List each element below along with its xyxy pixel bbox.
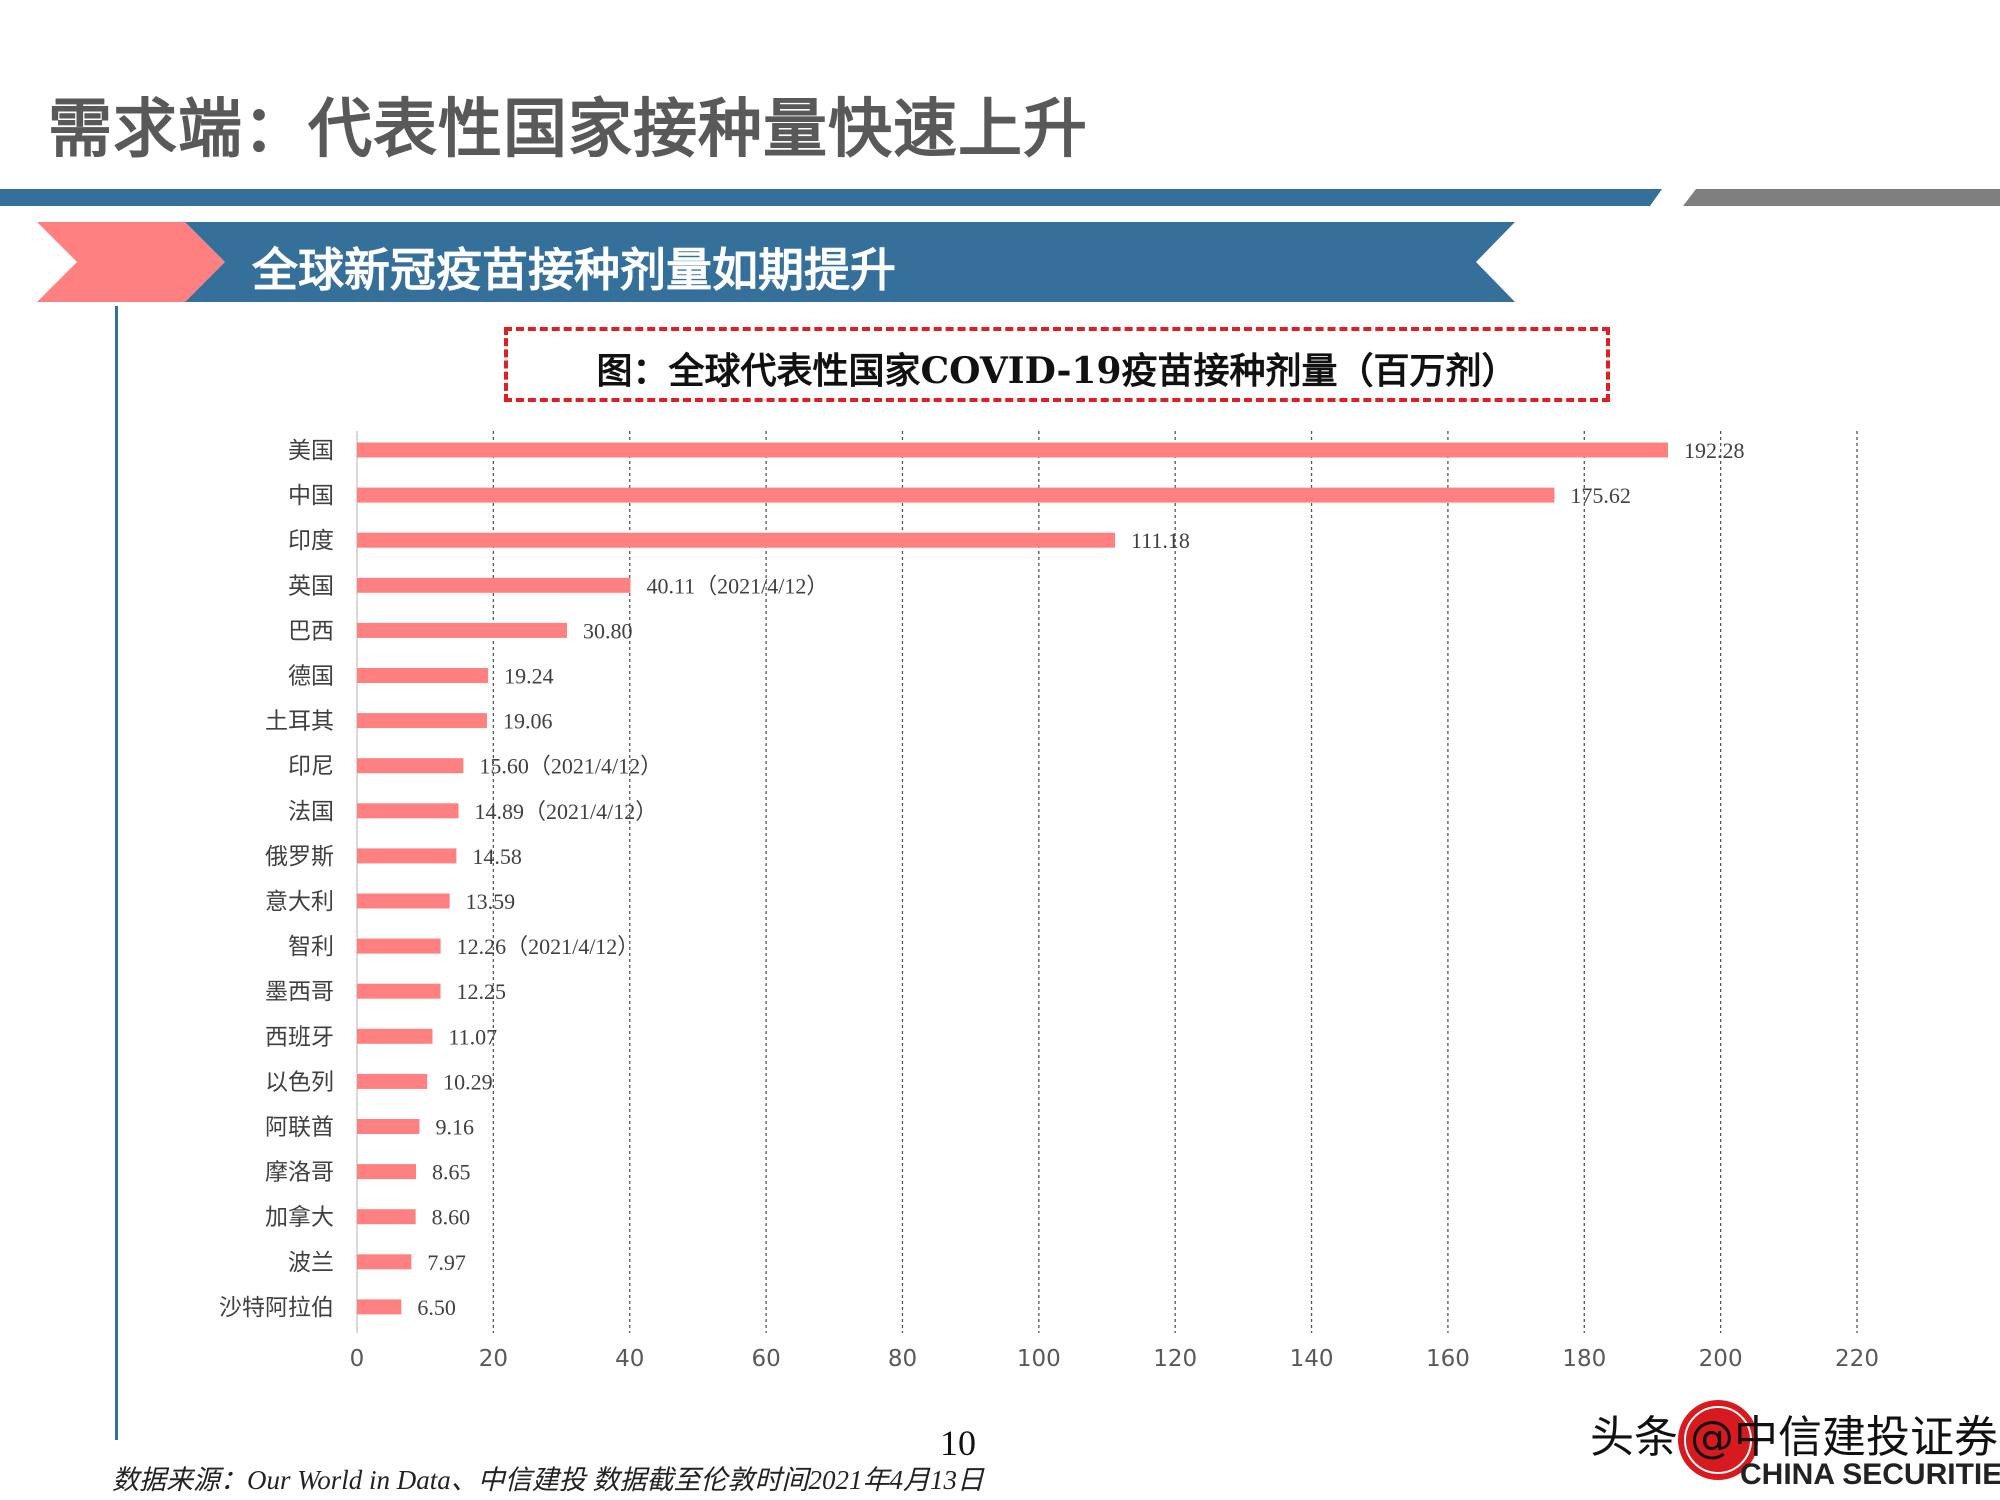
data-label: 15.60（2021/4/12） <box>479 754 662 779</box>
category-label: 智利 <box>288 934 334 960</box>
left-rule <box>115 306 118 1440</box>
category-label: 法国 <box>288 799 334 825</box>
gray-divider <box>1683 189 2000 206</box>
bar <box>357 713 487 729</box>
x-tick-label: 180 <box>1562 1346 1606 1372</box>
bar <box>357 893 450 909</box>
category-label: 巴西 <box>288 618 334 644</box>
data-label: 14.89（2021/4/12） <box>475 799 658 824</box>
data-label: 175.62 <box>1570 483 1631 508</box>
category-label: 俄罗斯 <box>265 844 334 870</box>
category-label: 波兰 <box>288 1250 334 1276</box>
category-label: 美国 <box>288 438 334 464</box>
data-label: 14.58 <box>472 844 521 869</box>
source-note: 数据来源：Our World in Data、中信建投 数据截至伦敦时间2021… <box>112 1465 985 1495</box>
bar <box>357 442 1668 458</box>
category-label: 以色列 <box>265 1069 334 1095</box>
category-label: 印尼 <box>288 754 334 780</box>
svg-text:CHINA SECURITIES: CHINA SECURITIES <box>1740 1458 2000 1491</box>
bar <box>357 1164 416 1180</box>
bar <box>357 1073 428 1089</box>
bar <box>357 487 1555 503</box>
category-label: 墨西哥 <box>265 979 334 1005</box>
svg-text:头条: 头条 <box>1590 1412 1678 1463</box>
data-label: 30.80 <box>583 618 633 643</box>
x-tick-label: 220 <box>1835 1346 1879 1372</box>
bar <box>357 1254 412 1270</box>
category-label: 德国 <box>288 664 334 690</box>
figure-title-box <box>504 327 1610 402</box>
data-label: 6.50 <box>417 1295 456 1320</box>
data-label: 12.26（2021/4/12） <box>457 934 640 959</box>
category-label: 加拿大 <box>265 1204 334 1231</box>
x-tick-label: 140 <box>1290 1346 1334 1372</box>
category-label: 意大利 <box>265 889 334 915</box>
bar <box>357 848 457 864</box>
bar <box>357 1028 433 1044</box>
data-label: 40.11（2021/4/12） <box>646 573 828 598</box>
banner-title: 全球新冠疫苗接种剂量如期提升 <box>252 243 896 297</box>
bar <box>357 1209 416 1225</box>
category-label: 阿联酋 <box>265 1115 334 1141</box>
category-label: 摩洛哥 <box>265 1160 334 1186</box>
data-label: 111.18 <box>1131 528 1190 553</box>
x-tick-label: 40 <box>615 1346 644 1372</box>
x-tick-label: 0 <box>350 1346 365 1372</box>
data-label: 8.65 <box>432 1160 471 1185</box>
category-label: 印度 <box>288 528 334 554</box>
page-number: 10 <box>940 1423 976 1463</box>
data-label: 11.07 <box>448 1024 497 1049</box>
category-label: 土耳其 <box>265 709 334 735</box>
x-tick-label: 120 <box>1153 1346 1197 1372</box>
x-tick-label: 160 <box>1426 1346 1470 1372</box>
bar <box>357 1299 402 1315</box>
category-label: 英国 <box>288 573 334 599</box>
bar <box>357 803 459 819</box>
data-label: 13.59 <box>466 889 515 914</box>
data-label: 8.60 <box>432 1205 471 1230</box>
x-tick-label: 80 <box>888 1346 917 1372</box>
data-label: 9.16 <box>435 1115 474 1140</box>
x-tick-label: 200 <box>1699 1346 1743 1372</box>
data-label: 19.06 <box>503 709 553 734</box>
data-label: 7.97 <box>427 1250 466 1275</box>
bar <box>357 758 464 774</box>
category-label: 西班牙 <box>265 1024 334 1050</box>
bar <box>357 983 441 999</box>
banner-chevron <box>37 222 225 302</box>
x-tick-label: 100 <box>1017 1346 1061 1372</box>
data-label: 12.25 <box>457 979 507 1004</box>
bar <box>357 622 567 638</box>
bar <box>357 1119 420 1134</box>
category-label: 中国 <box>288 483 334 509</box>
svg-text:@中信建投证券: @中信建投证券 <box>1690 1412 1998 1463</box>
data-label: 19.24 <box>504 664 554 689</box>
bar <box>357 532 1116 548</box>
blue-divider <box>0 189 1662 206</box>
category-label: 沙特阿拉伯 <box>219 1295 334 1321</box>
figure-title: 图：全球代表性国家COVID-19疫苗接种剂量（百万剂） <box>596 350 1518 392</box>
x-tick-label: 60 <box>751 1346 780 1372</box>
bar <box>357 938 441 954</box>
bar-chart: 0 20 40 60 80 100 120 140 160 180 200 220 美国 192.28 中国… <box>219 431 1879 1372</box>
x-tick-label: 20 <box>479 1346 508 1372</box>
data-label: 192.28 <box>1684 438 1745 463</box>
bar <box>357 577 631 593</box>
page-title: 需求端：代表性国家接种量快速上升 <box>48 93 1088 167</box>
banner-background <box>185 222 1515 302</box>
header-decoration <box>0 189 2000 302</box>
china-securities-logo: 头条 @中信建投证券 CHINA SECURITIES <box>1590 1400 2000 1491</box>
bar <box>357 668 489 683</box>
data-label: 10.29 <box>443 1069 493 1094</box>
